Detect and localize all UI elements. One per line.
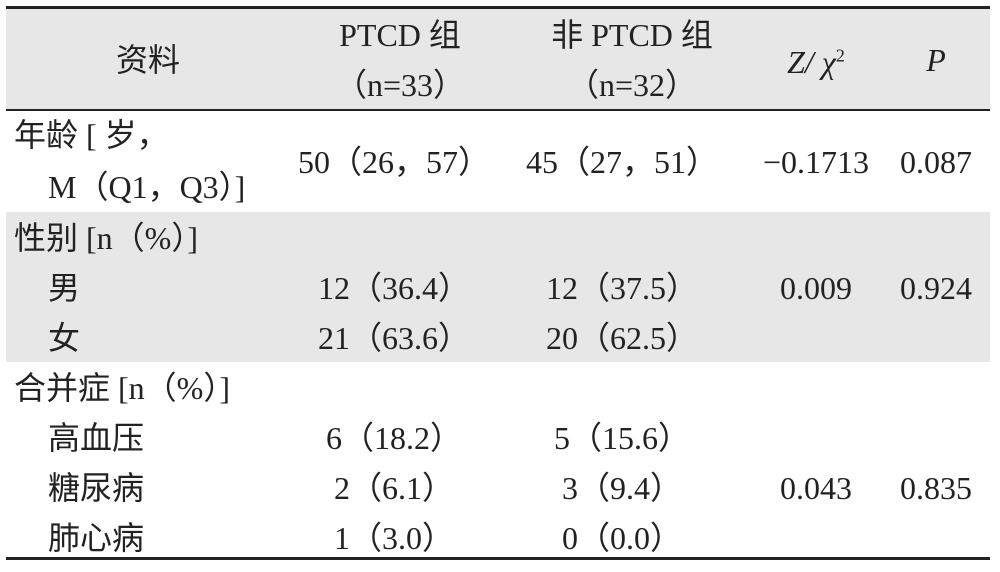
cell-non-ptcd: 5（15.6） — [553, 420, 691, 456]
header-ptcd-n: （n=33） — [334, 67, 466, 103]
header-band — [6, 8, 990, 110]
header-p: P — [926, 42, 946, 78]
cell-ptcd: 21（63.6） — [317, 320, 471, 356]
header-non-ptcd: 非 PTCD 组 — [551, 17, 713, 53]
cell-non-ptcd: 20（62.5） — [545, 320, 699, 356]
cell-ptcd: 6（18.2） — [325, 420, 463, 456]
row-label: 高血压 — [48, 420, 145, 456]
header-rule — [6, 109, 990, 111]
cell-non-ptcd: 3（9.4） — [561, 470, 683, 506]
header-non-ptcd-n: （n=32） — [566, 67, 698, 103]
row-label: 男 — [48, 270, 81, 306]
row-label: 肺心病 — [48, 520, 145, 556]
cell-stat: 0.009 — [780, 270, 852, 306]
cell-ptcd: 1（3.0） — [333, 520, 455, 556]
header-stat: Z/ χ2 — [787, 46, 845, 78]
cell-non-ptcd: 0（0.0） — [561, 520, 683, 556]
cell-ptcd: 12（36.4） — [317, 270, 471, 306]
cell-stat: −0.1713 — [762, 144, 870, 180]
cell-p: 0.924 — [900, 270, 972, 306]
cell-ptcd: 50（26，57） — [297, 144, 491, 180]
header-stat-sup: 2 — [835, 45, 845, 66]
row-label: 女 — [48, 320, 81, 356]
header-stat-text: Z/ χ — [787, 44, 836, 80]
group-label: M（Q1，Q3）] — [48, 169, 246, 205]
header-ptcd: PTCD 组 — [339, 17, 461, 53]
cell-p: 0.087 — [900, 144, 972, 180]
cell-p: 0.835 — [900, 470, 972, 506]
row-label: 糖尿病 — [48, 470, 145, 506]
cell-ptcd: 2（6.1） — [333, 470, 455, 506]
bottom-rule — [6, 557, 990, 560]
group-label: 合并症 [n（%）] — [14, 370, 230, 406]
cell-non-ptcd: 12（37.5） — [545, 270, 699, 306]
sex-band — [6, 212, 990, 362]
group-label: 年龄 [ 岁， — [14, 117, 169, 153]
header-item: 资料 — [115, 42, 181, 78]
top-rule — [6, 6, 990, 9]
group-label: 性别 [n（%）] — [14, 220, 198, 256]
cell-stat: 0.043 — [780, 470, 852, 506]
cell-non-ptcd: 45（27，51） — [525, 144, 719, 180]
